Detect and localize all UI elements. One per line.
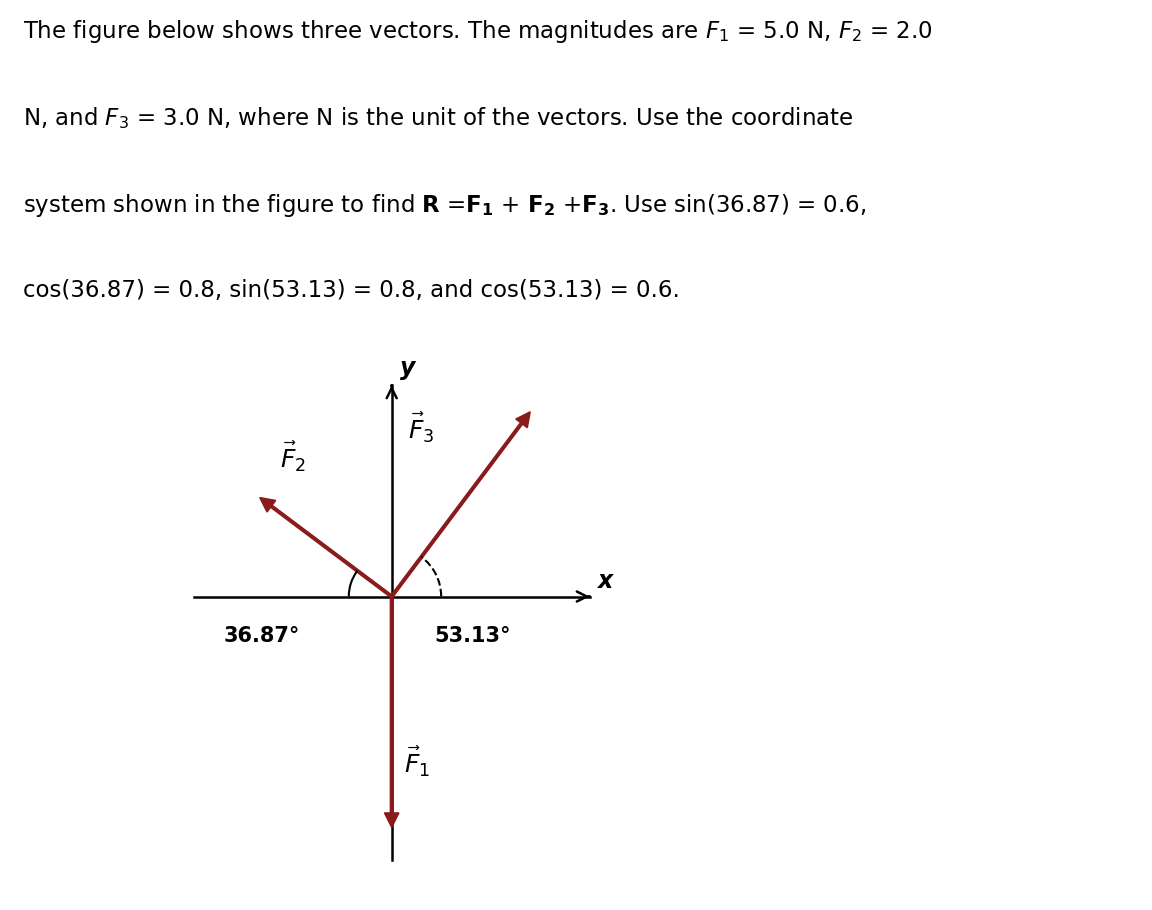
Text: cos(36.87) = 0.8, sin(53.13) = 0.8, and cos(53.13) = 0.6.: cos(36.87) = 0.8, sin(53.13) = 0.8, and … <box>23 278 680 301</box>
Text: The figure below shows three vectors. The magnitudes are $F_1$ = 5.0 N, $F_2$ = : The figure below shows three vectors. Th… <box>23 18 933 46</box>
Text: x: x <box>598 570 613 593</box>
Text: y: y <box>400 356 415 380</box>
Text: $\vec{F}_1$: $\vec{F}_1$ <box>403 744 430 779</box>
FancyArrow shape <box>259 498 393 598</box>
FancyArrow shape <box>385 597 399 827</box>
Text: N, and $F_3$ = 3.0 N, where N is the unit of the vectors. Use the coordinate: N, and $F_3$ = 3.0 N, where N is the uni… <box>23 105 854 131</box>
Text: 36.87°: 36.87° <box>223 626 300 646</box>
Text: $\vec{F}_2$: $\vec{F}_2$ <box>280 440 305 474</box>
Text: $\vec{F}_3$: $\vec{F}_3$ <box>408 410 434 445</box>
Text: system shown in the figure to find $\mathbf{R}$ =$\mathbf{F_1}$ + $\mathbf{F_2}$: system shown in the figure to find $\mat… <box>23 192 866 218</box>
FancyArrow shape <box>391 411 530 597</box>
Text: 53.13°: 53.13° <box>434 626 511 646</box>
